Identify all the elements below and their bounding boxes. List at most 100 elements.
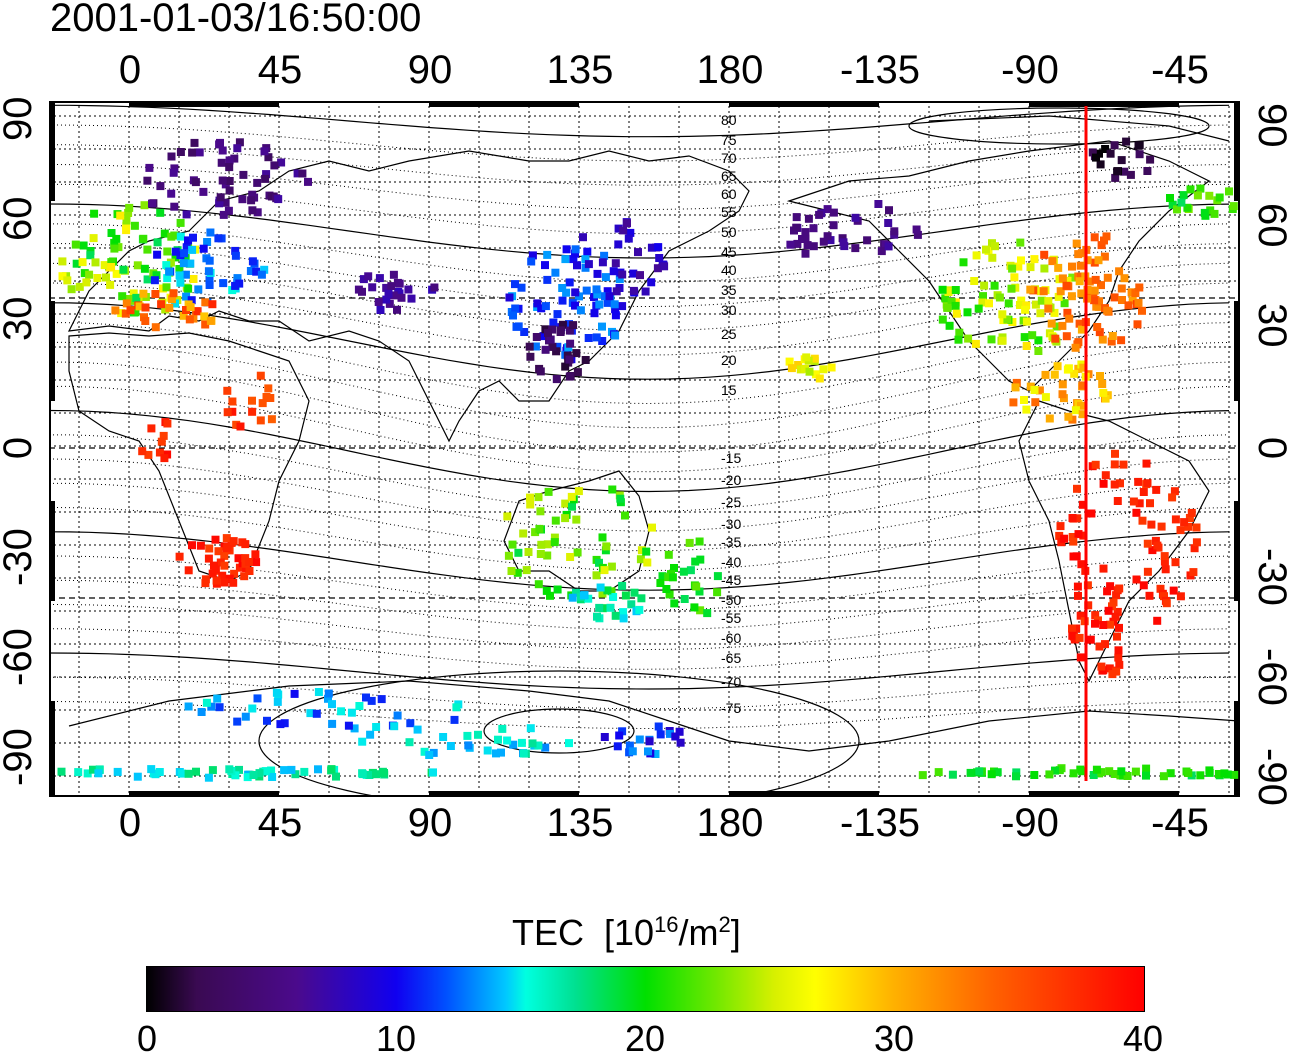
tec-data-point (619, 608, 628, 617)
tec-data-point (542, 586, 551, 595)
contour-label: 80 (721, 112, 737, 128)
tec-data-point (998, 336, 1007, 345)
tec-data-point (805, 367, 814, 376)
tec-data-point (1135, 150, 1144, 159)
tec-data-point (884, 219, 893, 227)
tec-data-point (116, 211, 125, 220)
tec-data-point (196, 541, 205, 550)
tec-data-point (1097, 281, 1105, 290)
contour-label: 75 (721, 132, 737, 148)
tec-data-point (1078, 500, 1087, 509)
tec-data-point (553, 342, 562, 351)
tec-data-point (918, 771, 927, 780)
tec-data-point (1060, 534, 1069, 543)
tec-data-point (1090, 233, 1099, 242)
tec-data-point (1051, 334, 1060, 343)
tec-data-point (1122, 137, 1131, 146)
tec-data-point (552, 375, 561, 384)
tec-data-point (572, 515, 581, 524)
tec-data-point (839, 238, 848, 247)
colorbar-title-unit-post: ] (730, 912, 741, 953)
tec-data-point (551, 516, 560, 525)
top-lon-tick: 135 (546, 48, 614, 92)
tec-data-point (194, 285, 203, 294)
tec-data-point (1123, 772, 1132, 780)
tec-data-point (1106, 149, 1115, 158)
tec-data-point (1048, 257, 1057, 266)
tec-data-point (605, 292, 614, 301)
tec-data-point (618, 727, 627, 736)
tec-data-point (1215, 193, 1224, 202)
tec-data-point (155, 448, 164, 457)
tec-data-point (1069, 552, 1078, 561)
tec-data-point (572, 588, 580, 597)
tec-data-point (262, 170, 271, 179)
tec-data-point (690, 603, 699, 612)
right-lat-tick: -30 (1250, 548, 1292, 606)
frame-tick-bar (1029, 101, 1179, 107)
tec-data-point (543, 551, 552, 560)
tec-data-point (1184, 522, 1193, 531)
tec-data-point (113, 767, 122, 776)
tec-data-point (175, 271, 184, 280)
tec-data-point (528, 739, 537, 748)
tec-data-point (131, 308, 140, 317)
tec-data-point (184, 236, 192, 245)
tec-data-point (1115, 623, 1123, 632)
tec-data-point (595, 300, 604, 309)
tec-data-point (1074, 250, 1083, 259)
tec-data-point (1069, 537, 1078, 546)
contour-label: -65 (721, 650, 741, 666)
tec-data-point (246, 267, 255, 275)
tec-data-point (85, 270, 94, 279)
bottom-lon-tick: -45 (1151, 801, 1209, 845)
tec-data-point (1075, 319, 1084, 328)
tec-data-point (1028, 331, 1037, 340)
tec-data-point (1031, 398, 1040, 407)
tec-data-point (79, 241, 88, 250)
bottom-lon-tick: 135 (546, 801, 614, 845)
tec-data-point (526, 352, 535, 361)
tec-data-point (90, 209, 99, 218)
tec-data-point (1099, 564, 1108, 573)
contour-label: -15 (721, 450, 741, 466)
magnetic-latitude-contour (49, 555, 1230, 611)
tec-data-point (1229, 202, 1238, 211)
tec-data-point (1153, 541, 1162, 550)
tec-data-point (139, 289, 148, 298)
contour-label: 50 (721, 224, 737, 240)
tec-data-point (614, 224, 623, 233)
tec-data-point (1104, 606, 1113, 615)
tec-data-point (420, 747, 429, 756)
tec-data-point (658, 572, 667, 581)
tec-data-point (598, 337, 607, 345)
tec-data-point (163, 274, 172, 283)
tec-data-point (1159, 772, 1168, 781)
tec-data-point (1096, 160, 1105, 169)
tec-data-point (1091, 460, 1100, 469)
tec-data-point (945, 321, 954, 330)
tec-data-point (1077, 560, 1086, 569)
tec-data-point (979, 292, 987, 301)
colorbar-title-main: TEC (512, 912, 584, 953)
tec-data-point (268, 773, 277, 781)
tec-data-point (430, 283, 439, 292)
tec-data-point (1214, 770, 1223, 778)
right-lat-tick: 60 (1250, 203, 1292, 248)
tec-data-point (980, 281, 989, 290)
tec-data-point (235, 279, 244, 288)
tec-data-point (156, 182, 165, 191)
tec-data-point (1200, 208, 1209, 217)
contour-label: 35 (721, 282, 737, 298)
tec-data-point (168, 295, 176, 304)
tec-data-point (1073, 484, 1081, 493)
tec-data-point (611, 331, 620, 340)
tec-data-point (112, 269, 121, 278)
tec-data-point (179, 311, 188, 320)
tec-data-point (565, 355, 574, 364)
contour-label: 15 (721, 382, 737, 398)
tec-data-point (519, 529, 528, 538)
tec-data-point (655, 254, 664, 262)
right-lat-tick: 0 (1250, 428, 1292, 468)
south-pole-contour (258, 670, 860, 797)
